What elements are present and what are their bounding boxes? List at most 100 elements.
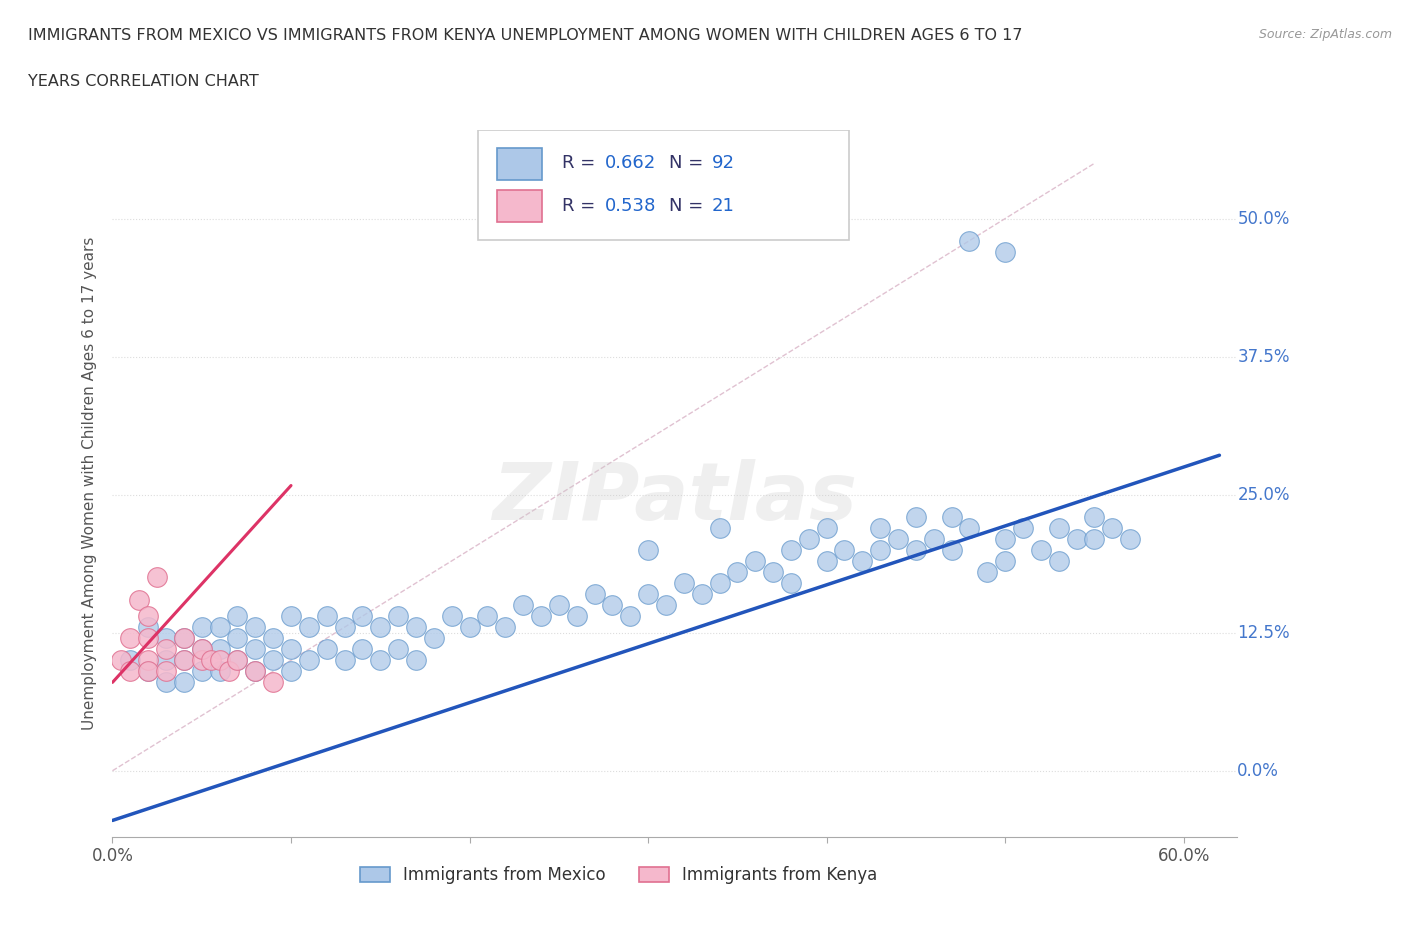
Point [994,531,1017,546]
Point [136,664,159,679]
Point [994,553,1017,568]
Point [173,631,195,645]
Point [315,609,337,624]
Point [815,521,838,536]
Text: R =: R = [562,154,602,172]
Point [298,653,321,668]
Point [458,619,481,634]
Point [1047,553,1070,568]
Point [440,609,463,624]
Point [155,675,177,690]
Point [815,553,838,568]
Text: 0.662: 0.662 [605,154,657,172]
Point [262,653,284,668]
Point [208,619,231,634]
Point [173,653,195,668]
Text: 50.0%: 50.0% [1237,209,1289,228]
Text: N =: N = [669,197,709,215]
Point [190,642,212,657]
Text: 0.0%: 0.0% [1237,762,1279,779]
Point [155,642,177,657]
Point [869,542,891,557]
Point [602,598,624,613]
Text: R =: R = [562,197,602,215]
Point [136,664,159,679]
Point [120,653,142,668]
Point [120,631,142,645]
Point [226,631,249,645]
Point [190,642,212,657]
Point [405,653,427,668]
Text: 0.538: 0.538 [605,197,657,215]
Point [208,653,231,668]
Point [904,542,927,557]
Point [530,609,553,624]
Text: 12.5%: 12.5% [1237,624,1289,642]
Point [869,521,891,536]
Y-axis label: Unemployment Among Women with Children Ages 6 to 17 years: Unemployment Among Women with Children A… [82,237,97,730]
Point [762,565,785,579]
Point [190,653,212,668]
Point [887,531,910,546]
Point [494,619,516,634]
Point [583,587,606,602]
Point [619,609,641,624]
Point [245,664,267,679]
Point [1083,531,1105,546]
Point [941,542,963,557]
Point [226,609,249,624]
Point [280,664,302,679]
Point [672,576,695,591]
Text: 25.0%: 25.0% [1237,485,1289,504]
Point [245,664,267,679]
Point [780,576,803,591]
Point [173,631,195,645]
Point [333,619,356,634]
Point [136,653,159,668]
Point [315,642,337,657]
Point [155,653,177,668]
Point [368,619,391,634]
Point [146,570,169,585]
Point [245,619,267,634]
Point [994,245,1017,259]
Point [136,619,159,634]
Point [547,598,569,613]
Point [976,565,998,579]
FancyBboxPatch shape [498,148,543,179]
Point [155,664,177,679]
Point [423,631,446,645]
Point [922,531,945,546]
Point [637,587,659,602]
Point [744,553,766,568]
Text: 21: 21 [711,197,735,215]
Point [218,664,240,679]
Point [387,609,409,624]
Point [280,609,302,624]
Point [208,664,231,679]
Point [280,642,302,657]
Point [190,619,212,634]
Point [834,542,856,557]
Text: 92: 92 [711,154,735,172]
Point [637,542,659,557]
Point [709,521,731,536]
Point [690,587,713,602]
Point [173,653,195,668]
Point [128,592,150,607]
Point [190,664,212,679]
Point [655,598,678,613]
Point [565,609,588,624]
Point [780,542,803,557]
Point [200,653,222,668]
Point [941,510,963,525]
Point [245,642,267,657]
Point [352,609,374,624]
Point [959,521,981,536]
Point [333,653,356,668]
Point [477,609,499,624]
Point [405,619,427,634]
Point [120,664,142,679]
Legend: Immigrants from Mexico, Immigrants from Kenya: Immigrants from Mexico, Immigrants from … [352,857,886,892]
Point [709,576,731,591]
